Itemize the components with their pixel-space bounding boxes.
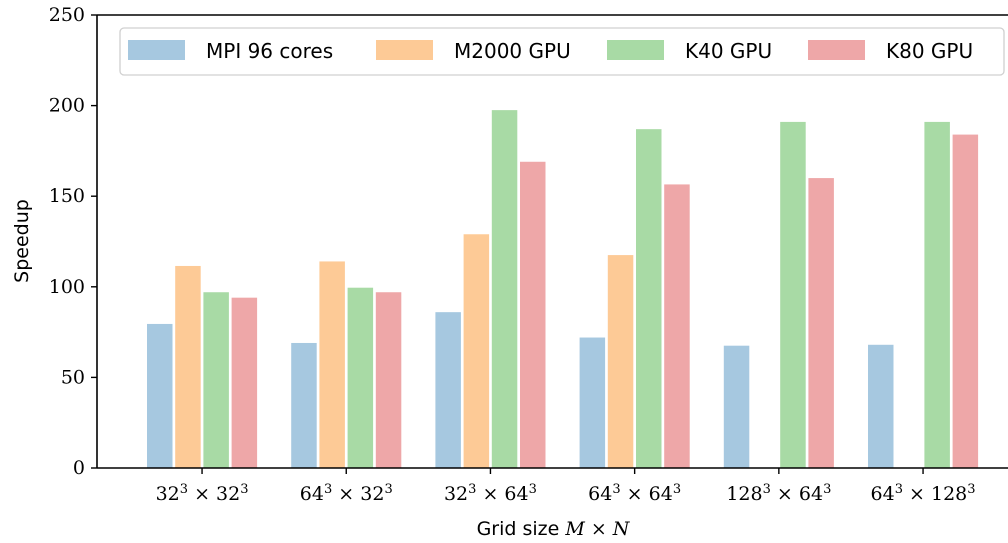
bars-group <box>147 110 979 469</box>
x-tick-label-0: 323 × 323 <box>156 482 249 506</box>
legend-swatch-3 <box>808 40 865 60</box>
x-tick-label-1: 643 × 323 <box>300 482 393 506</box>
bar-3-2 <box>520 161 546 468</box>
legend-swatch-0 <box>128 40 185 60</box>
y-tick-label-3: 150 <box>49 185 85 207</box>
legend-label-3: K80 GPU <box>886 39 973 63</box>
legend-label-2: K40 GPU <box>685 39 772 63</box>
legend-swatch-1 <box>376 40 433 60</box>
x-axis-title-text: Grid size <box>477 518 560 540</box>
bar-0-3 <box>579 337 606 468</box>
bar-0-5 <box>868 344 894 468</box>
bar-3-4 <box>808 178 834 468</box>
bar-3-3 <box>664 184 690 468</box>
y-tick-label-2: 100 <box>49 276 85 298</box>
legend-swatch-2 <box>607 40 664 60</box>
bar-0-1 <box>291 342 317 468</box>
x-tick-label-4: 1283 × 643 <box>726 482 831 506</box>
bar-1-0 <box>175 265 201 468</box>
y-tick-label-0: 0 <box>73 457 85 479</box>
x-tick-label-2: 323 × 643 <box>444 482 537 506</box>
bar-3-1 <box>375 292 402 468</box>
bar-1-3 <box>607 255 634 468</box>
y-axis-title: Speedup <box>11 199 33 283</box>
bar-0-0 <box>147 323 173 468</box>
x-axis-title: Grid size M × N <box>477 518 631 540</box>
y-tick-label-5: 250 <box>49 4 85 26</box>
bar-0-2 <box>435 312 461 468</box>
legend-label-0: MPI 96 cores <box>206 39 333 63</box>
x-axis-title-math: M × N <box>564 518 630 540</box>
bar-2-5 <box>924 121 950 469</box>
legend-label-1: M2000 GPU <box>454 39 571 63</box>
x-tick-label-5: 643 × 1283 <box>871 482 976 506</box>
x-tick-label-3: 643 × 643 <box>588 482 681 506</box>
bar-3-0 <box>231 297 258 468</box>
bar-3-5 <box>952 134 979 469</box>
legend: MPI 96 cores M2000 GPU K40 GPU K80 GPU <box>119 27 1005 76</box>
bar-2-3 <box>636 129 662 468</box>
bar-0-4 <box>723 345 750 468</box>
bar-2-2 <box>491 110 518 468</box>
x-categories-group: 323 × 323 643 × 323 323 × 643 643 × 643 1283… <box>156 468 976 505</box>
bar-2-1 <box>347 287 374 468</box>
y-tick-label-4: 200 <box>49 95 85 117</box>
y-tick-label-1: 50 <box>61 366 85 388</box>
y-ticks-group: 0 50 100 150 200 250 <box>49 4 97 479</box>
bar-1-1 <box>319 261 345 468</box>
bar-2-0 <box>203 292 229 468</box>
bar-2-4 <box>780 121 806 469</box>
bar-1-2 <box>463 234 490 468</box>
legend-frame <box>119 27 1005 76</box>
